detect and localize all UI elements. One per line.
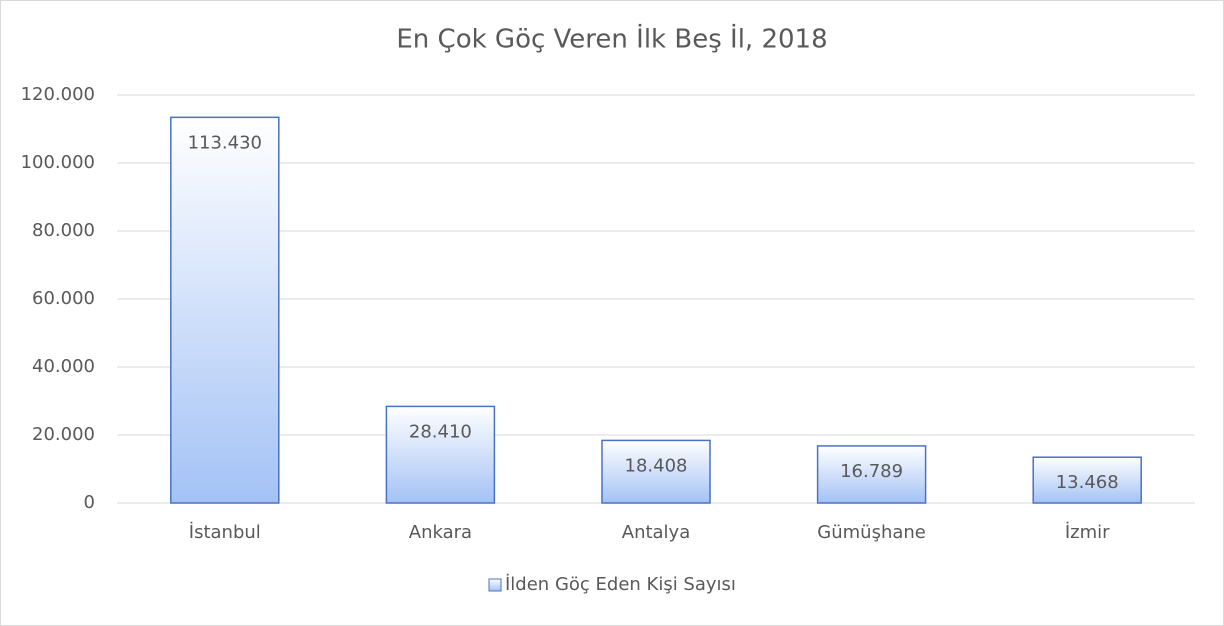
x-tick-label: Gümüşhane (817, 522, 926, 543)
data-label: 16.789 (840, 461, 903, 482)
bar (1032, 456, 1142, 504)
legend-swatch (488, 578, 502, 592)
y-tick-label: 20.000 (32, 424, 95, 445)
y-tick-label: 60.000 (32, 288, 95, 309)
data-label: 13.468 (1056, 472, 1119, 493)
y-tick-label: 80.000 (32, 220, 95, 241)
x-tick-label: İzmir (1065, 522, 1110, 543)
bar (601, 439, 711, 504)
data-label: 113.430 (188, 132, 262, 153)
bar (385, 405, 496, 504)
data-label: 18.408 (625, 455, 688, 476)
y-tick-label: 40.000 (32, 356, 95, 377)
y-tick-label: 100.000 (21, 152, 95, 173)
y-tick-label: 120.000 (21, 84, 95, 105)
legend-label: İlden Göç Eden Kişi Sayısı (505, 574, 736, 595)
bar (170, 116, 280, 504)
data-label: 28.410 (409, 421, 472, 442)
y-tick-label: 0 (84, 492, 95, 513)
bar (816, 445, 927, 504)
x-tick-label: Antalya (622, 522, 691, 543)
chart-title: En Çok Göç Veren İlk Beş İl, 2018 (396, 23, 827, 55)
x-tick-label: Ankara (409, 522, 472, 543)
x-tick-label: İstanbul (189, 522, 261, 543)
